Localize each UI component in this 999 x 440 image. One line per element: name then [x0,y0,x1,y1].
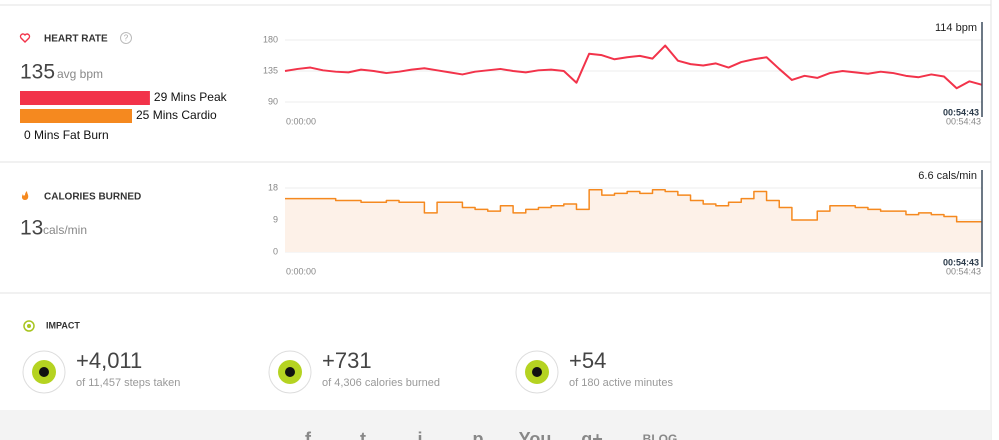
impact-value: +731 [322,348,372,373]
x-tick-label: 00:54:43 [946,266,981,276]
impact-value: +4,011 [76,348,142,373]
cursor-time: 00:54:43 [943,257,979,267]
footer-link[interactable]: BLOG [643,432,678,440]
y-tick-label: 90 [268,96,278,106]
zone-label: 29 Mins Peak [154,90,228,104]
area [285,189,982,252]
y-tick-label: 9 [273,214,278,224]
impact-detail: of 180 active minutes [569,377,673,389]
average-unit: cals/min [43,223,87,237]
zone-name: Mins Cardio [153,108,217,122]
average-value: 135 [20,61,55,84]
footer [0,410,991,440]
section-title: CALORIES BURNED [44,192,141,203]
impact-detail: of 4,306 calories burned [322,377,440,389]
y-tick-label: 180 [263,34,278,44]
zone-minutes: 0 [24,128,31,142]
impact-icon [23,320,35,332]
zone-name: Mins Peak [171,90,228,104]
zone-minutes: 25 [136,108,150,122]
y-tick-label: 0 [273,246,278,256]
zone-minutes: 29 [154,90,168,104]
zone-bar [20,91,150,105]
y-tick-label: 135 [263,65,278,75]
zone-bar [20,109,132,123]
x-tick-label: 0:00:00 [286,116,316,126]
average-unit: avg bpm [57,67,103,81]
impact-detail: of 11,457 steps taken [76,377,180,389]
footer-link[interactable]: i [417,429,422,440]
impact-badge [39,367,49,377]
average-value: 13 [20,217,43,240]
line [284,44,983,90]
cursor-label: 114 bpm [935,22,977,34]
footer-link[interactable]: g+ [581,429,603,440]
impact-value: +54 [569,348,606,373]
footer-link[interactable]: You [519,429,552,440]
section-title: HEART RATE [44,34,108,45]
line [285,189,982,223]
impact-items: +4,011 of 11,457 steps taken +731 of 4,306 … [22,348,673,394]
help-icon-text[interactable]: ? [124,34,129,43]
heart-icon [19,33,31,43]
y-tick-label: 18 [268,182,278,192]
section-title: IMPACT [46,320,80,330]
zone-name: Mins Fat Burn [34,128,109,142]
charts: 90 135 180 0:00:00 00:54:43 114 bpm 00:54:43 0 9… [263,22,983,276]
footer-links: f t i p You g+ BLOG [305,429,677,440]
zone-label: 25 Mins Cardio [136,108,217,122]
footer-link[interactable]: p [473,429,484,440]
footer-link[interactable]: t [360,429,366,440]
zones: 29 Mins Peak 25 Mins Cardio 0 Mins Fat Bur… [20,90,228,142]
impact-icon [27,324,31,328]
cursor-time: 00:54:43 [943,107,979,117]
help-icon[interactable] [120,32,132,44]
footer-link[interactable]: f [305,429,312,440]
impact-badge [532,367,542,377]
cursor-label: 6.6 cals/min [918,170,977,182]
x-tick-label: 0:00:00 [286,266,316,276]
x-tick-label: 00:54:43 [946,116,981,126]
zone-label: 0 Mins Fat Burn [24,128,109,142]
impact-badge [285,367,295,377]
flame-icon [21,191,29,200]
